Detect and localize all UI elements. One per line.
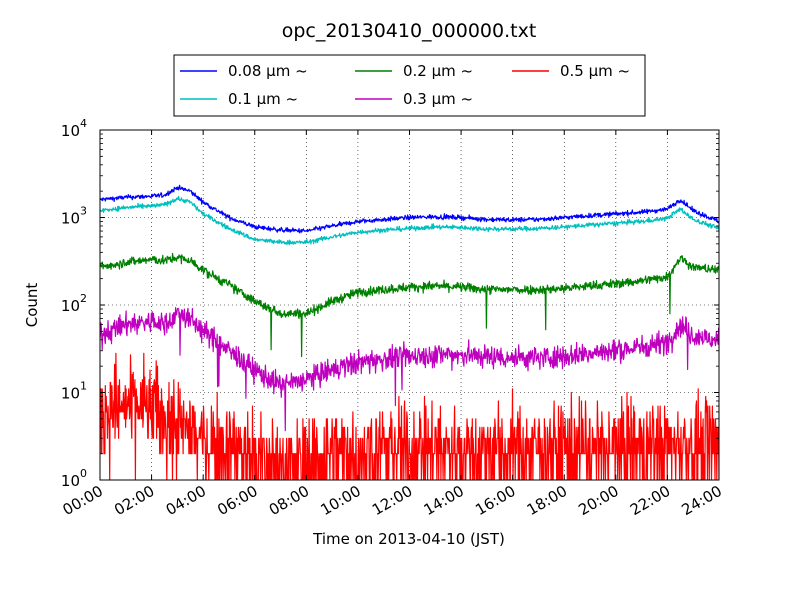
- legend-box: [173, 54, 646, 117]
- legend-label-1: 0.1 μm ~: [228, 90, 298, 108]
- y-tick-exponent: 3: [80, 205, 87, 218]
- chart-title: opc_20130410_000000.txt: [282, 20, 537, 42]
- series-line-2: [100, 252, 719, 358]
- y-tick-exponent: 1: [80, 380, 87, 393]
- series-line-4: [100, 352, 719, 480]
- legend: 0.08 μm ~ 0.1 μm ~ 0.2 μm ~ 0.3 μm ~ 0.5 μm …: [173, 54, 646, 117]
- x-axis-label: Time on 2013-04-10 (JST): [312, 530, 505, 548]
- y-axis-label: Count: [23, 283, 41, 328]
- legend-label-2: 0.2 μm ~: [403, 62, 473, 80]
- series-line-0: [100, 184, 719, 234]
- legend-label-4: 0.5 μm ~: [560, 62, 630, 80]
- y-tick-exponent: 2: [80, 292, 87, 305]
- series-line-1: [100, 195, 719, 246]
- y-tick-exponent: 4: [80, 117, 87, 130]
- series-line-3: [100, 307, 719, 432]
- y-tick-exponent: 0: [80, 467, 87, 480]
- legend-label-3: 0.3 μm ~: [403, 90, 473, 108]
- series-lines: [100, 184, 719, 480]
- legend-label-0: 0.08 μm ~: [228, 62, 308, 80]
